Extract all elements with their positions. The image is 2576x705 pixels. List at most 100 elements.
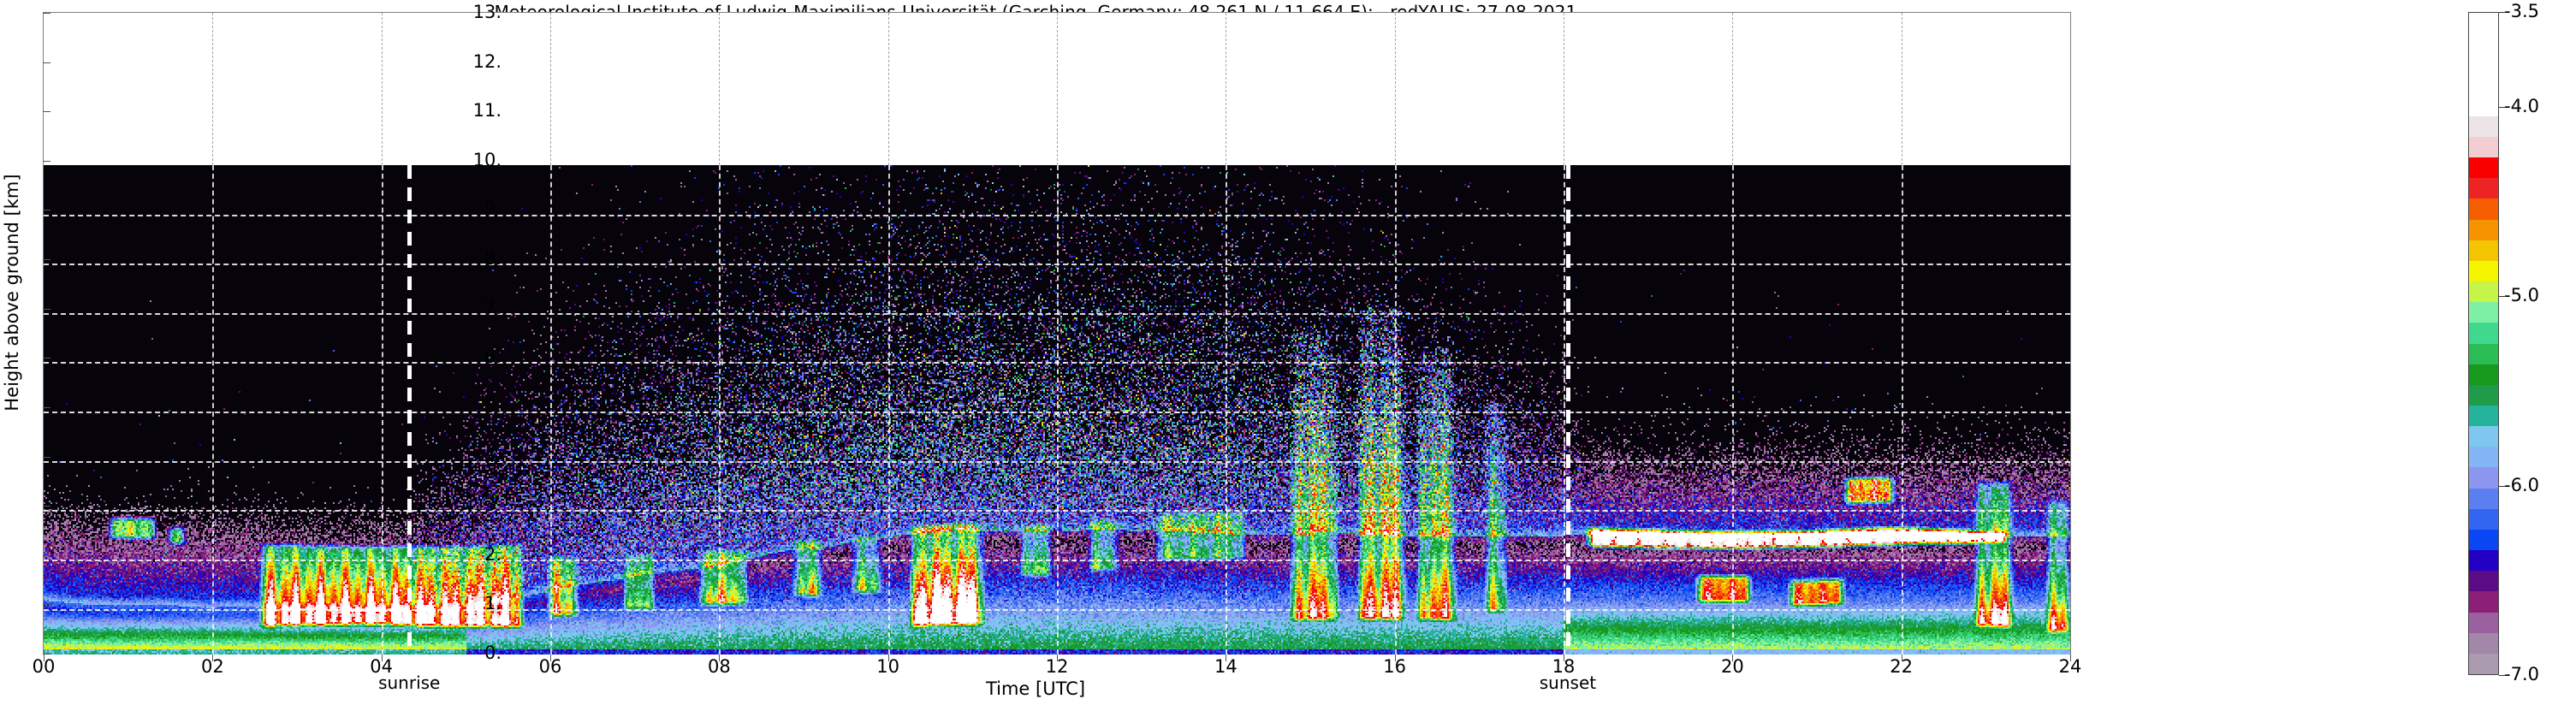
y-tick-label: 9. [484, 198, 502, 220]
y-tick-label: 2. [484, 543, 502, 565]
y-tick-mark [43, 554, 50, 556]
colorbar-band [2469, 488, 2498, 509]
y-axis-label: Height above ground [km] [2, 174, 22, 412]
grid-line-vertical-upper [212, 13, 214, 165]
grid-line-vertical [719, 165, 721, 655]
y-tick-label: 10. [472, 149, 502, 170]
sun-event-line-sunset [1565, 165, 1570, 655]
colorbar-band [2469, 384, 2498, 406]
grid-line-vertical [1901, 165, 1903, 655]
grid-line-vertical-upper [1057, 13, 1058, 165]
grid-line-vertical [887, 165, 890, 655]
colorbar-tick-mark [2499, 106, 2506, 108]
x-tick-mark [381, 655, 383, 661]
grid-line-vertical [1057, 165, 1059, 655]
colorbar-band [2469, 116, 2498, 137]
colorbar-band [2469, 447, 2498, 468]
x-tick-mark [550, 655, 551, 661]
colorbar-band [2469, 550, 2498, 572]
y-tick-mark [43, 259, 50, 261]
colorbar-tick-mark [2499, 296, 2506, 298]
x-tick-mark [1057, 655, 1058, 661]
heatmap-data-region [44, 165, 2070, 655]
y-tick-label: 1. [484, 593, 502, 614]
y-tick-mark [43, 62, 50, 63]
colorbar-tick-label: -4.0 [2504, 95, 2539, 116]
y-tick-label: 0. [484, 643, 502, 663]
plot-area [43, 12, 2071, 655]
colorbar-band [2469, 467, 2498, 489]
y-tick-mark [43, 604, 50, 606]
x-tick-mark [887, 655, 889, 661]
colorbar-band [2469, 219, 2498, 240]
x-tick-label: 00 [32, 656, 56, 677]
colorbar-band [2469, 260, 2498, 282]
y-tick-mark [43, 308, 50, 310]
colorbar-tick-label: -6.0 [2504, 474, 2539, 495]
colorbar-band [2469, 632, 2498, 654]
colorbar-band [2469, 157, 2498, 179]
colorbar-band [2469, 178, 2498, 199]
colorbar-band [2469, 405, 2498, 427]
y-tick-label: 6. [484, 347, 502, 368]
grid-line-vertical [1394, 165, 1397, 655]
grid-line-vertical-upper [550, 13, 551, 165]
colorbar-band [2469, 198, 2498, 220]
x-tick-label: 06 [538, 656, 562, 677]
x-tick-label: 12 [1045, 656, 1069, 677]
y-tick-label: 3. [484, 495, 502, 516]
colorbar-band [2469, 653, 2498, 674]
grid-line-vertical-upper [1394, 13, 1396, 165]
colorbar-tick-mark [2499, 485, 2506, 487]
colorbar-band [2469, 364, 2498, 385]
colorbar-band [2469, 281, 2498, 303]
colorbar-band [2469, 95, 2498, 116]
colorbar-tick-label: -5.0 [2504, 285, 2539, 306]
x-tick-mark [44, 655, 45, 661]
y-tick-mark [43, 654, 50, 655]
colorbar-band [2469, 426, 2498, 447]
x-tick-label: 14 [1214, 656, 1238, 677]
grid-line-vertical [1226, 165, 1228, 655]
y-tick-label: 13. [472, 2, 502, 22]
grid-line-vertical [1564, 165, 1565, 655]
grid-line-vertical [1732, 165, 1735, 655]
x-tick-mark [1394, 655, 1396, 661]
grid-line-vertical [550, 165, 552, 655]
colorbar-band [2469, 54, 2498, 75]
colorbar-tick-mark [2499, 12, 2506, 13]
colorbar-band [2469, 323, 2498, 344]
grid-line-vertical [212, 165, 215, 655]
y-tick-mark [43, 111, 50, 113]
colorbar-band [2469, 136, 2498, 158]
grid-line-vertical-upper [381, 13, 383, 165]
y-tick-mark [43, 13, 50, 14]
colorbar-band [2469, 591, 2498, 613]
colorbar-band [2469, 343, 2498, 364]
y-tick-label: 8. [484, 248, 502, 270]
colorbar-band [2469, 13, 2498, 34]
x-tick-mark [1732, 655, 1734, 661]
x-tick-label: 02 [200, 656, 224, 677]
x-tick-label: 08 [707, 656, 731, 677]
y-tick-label: 7. [484, 297, 502, 318]
colorbar-band [2469, 302, 2498, 323]
x-axis-label: Time [UTC] [985, 678, 1086, 699]
y-tick-label: 11. [472, 100, 502, 121]
x-tick-label: 10 [876, 656, 900, 677]
colorbar-tick-label: -7.0 [2504, 664, 2539, 684]
grid-line-vertical-upper [719, 13, 721, 165]
colorbar-tick-label: -3.5 [2504, 1, 2539, 21]
x-tick-label: 20 [1720, 656, 1744, 677]
y-tick-mark [43, 506, 50, 507]
x-tick-mark [2070, 655, 2071, 661]
x-tick-mark [719, 655, 721, 661]
sun-event-line-sunrise [407, 165, 413, 655]
sun-event-label-sunset: sunset [1539, 672, 1597, 693]
grid-line-vertical-upper [1732, 13, 1734, 165]
grid-line-vertical [381, 165, 383, 655]
colorbar-band [2469, 529, 2498, 551]
colorbar [2468, 12, 2499, 675]
colorbar-band [2469, 33, 2498, 55]
